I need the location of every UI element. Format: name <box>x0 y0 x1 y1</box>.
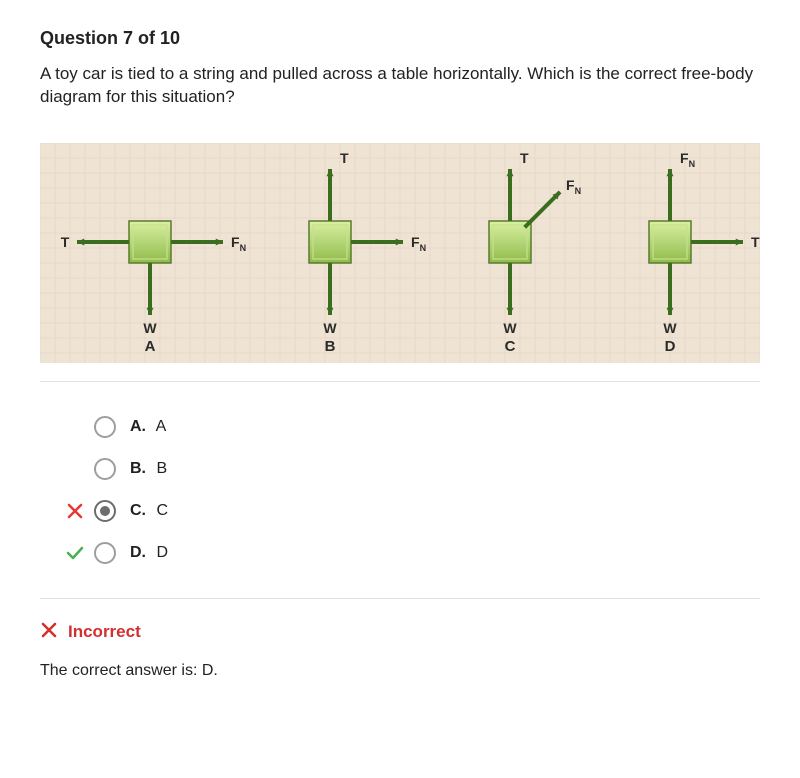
option-letter: D. <box>130 544 146 561</box>
radio-button[interactable] <box>94 500 116 522</box>
option-row[interactable]: B. B <box>62 448 760 490</box>
feedback-status: Incorrect <box>40 621 760 644</box>
option-letter: C. <box>130 502 146 519</box>
option-text: C <box>152 502 168 519</box>
option-letter: B. <box>130 460 146 477</box>
radio-button[interactable] <box>94 458 116 480</box>
svg-text:A: A <box>145 338 156 355</box>
option-row[interactable]: C. C <box>62 490 760 532</box>
question-card: Question 7 of 10 A toy car is tied to a … <box>0 0 800 704</box>
question-number: Question 7 of 10 <box>40 28 760 49</box>
svg-text:B: B <box>325 338 336 355</box>
wrong-mark-icon <box>62 502 88 520</box>
option-text: D <box>152 544 168 561</box>
svg-text:T: T <box>340 150 349 166</box>
svg-text:D: D <box>665 338 676 355</box>
radio-button[interactable] <box>94 416 116 438</box>
feedback-block: Incorrect The correct answer is: D. <box>40 599 760 680</box>
correct-mark-icon <box>62 544 88 562</box>
radio-button[interactable] <box>94 542 116 564</box>
feedback-explanation: The correct answer is: D. <box>40 662 760 680</box>
feedback-status-text: Incorrect <box>68 622 141 642</box>
svg-text:T: T <box>61 234 70 250</box>
free-body-diagrams: TFNWATFNWBTFNWCFNTWD <box>40 143 760 363</box>
option-letter: A. <box>130 418 146 435</box>
svg-text:W: W <box>503 320 517 336</box>
x-icon <box>40 621 58 644</box>
svg-text:T: T <box>520 150 529 166</box>
svg-text:T: T <box>751 234 760 250</box>
svg-text:C: C <box>505 338 516 355</box>
option-label: C. C <box>130 502 168 520</box>
svg-text:W: W <box>663 320 677 336</box>
option-row[interactable]: D. D <box>62 532 760 574</box>
answer-options: A. A B. B C. C D. D <box>40 382 760 598</box>
option-label: B. B <box>130 460 167 478</box>
svg-text:W: W <box>323 320 337 336</box>
option-label: D. D <box>130 544 168 562</box>
svg-text:W: W <box>143 320 157 336</box>
option-text: B <box>152 460 167 477</box>
question-text: A toy car is tied to a string and pulled… <box>40 63 760 109</box>
option-text: A <box>152 418 166 435</box>
option-label: A. A <box>130 418 166 436</box>
option-row[interactable]: A. A <box>62 406 760 448</box>
